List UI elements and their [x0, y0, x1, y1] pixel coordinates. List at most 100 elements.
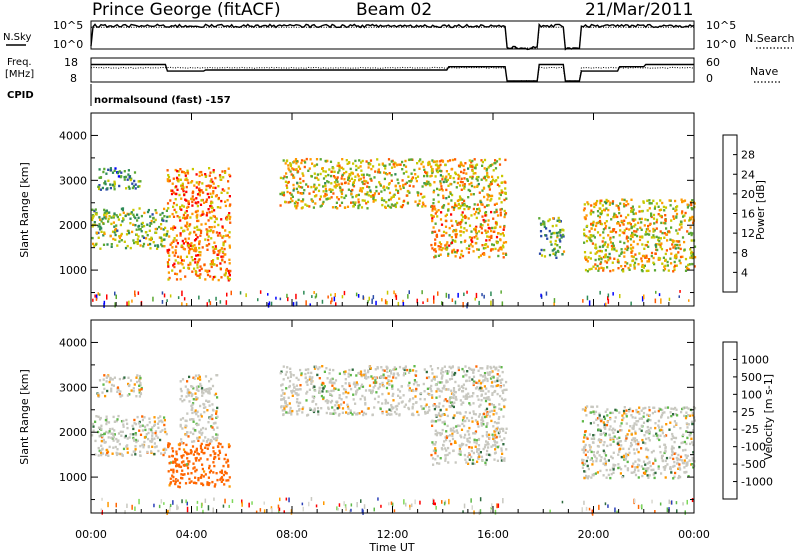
power-cell — [626, 245, 629, 248]
power-cell — [475, 231, 478, 234]
velocity-cell — [434, 449, 437, 452]
power-cell — [446, 160, 450, 163]
velocity-cell — [613, 420, 616, 423]
power-cell — [191, 167, 194, 171]
power-cell — [297, 191, 300, 194]
power-cell — [196, 209, 199, 213]
power-cell — [639, 226, 642, 229]
velocity-cell — [443, 413, 446, 416]
velocity-cell — [126, 451, 129, 454]
velocity-cell — [202, 406, 206, 409]
velocity-cell — [324, 399, 327, 403]
power-cell — [601, 240, 604, 243]
velocity-cell — [432, 443, 435, 446]
power-cell — [645, 254, 648, 257]
power-cell — [369, 177, 373, 181]
power-cell — [463, 168, 466, 172]
velocity-cell — [417, 384, 420, 387]
power-clutter-cell — [367, 300, 369, 304]
power-clutter-cell — [270, 301, 273, 306]
power-cell — [664, 219, 667, 222]
power-cell — [337, 171, 340, 174]
power-cell — [123, 240, 126, 243]
power-cell — [361, 180, 364, 184]
velocity-cell — [423, 398, 426, 401]
power-cell — [472, 250, 475, 253]
power-cell — [292, 189, 295, 192]
velocity-cell — [652, 468, 655, 471]
power-cell — [100, 227, 103, 230]
power-cell — [465, 205, 469, 208]
velocity-cell — [625, 434, 628, 438]
velocity-cell — [662, 466, 665, 469]
velocity-cell — [634, 460, 637, 463]
velocity-cell — [111, 432, 114, 435]
velocity-cell — [197, 453, 201, 456]
power-cell — [690, 254, 693, 258]
power-cell — [640, 221, 643, 224]
velocity-cell — [455, 425, 458, 428]
velocity-cell — [306, 390, 309, 394]
velocity-cell — [189, 431, 192, 434]
power-cell — [431, 217, 434, 220]
velocity-cell — [450, 389, 453, 392]
power-cell — [204, 278, 207, 281]
power-cell — [91, 236, 94, 240]
power-cell — [178, 193, 181, 197]
velocity-cell — [200, 428, 203, 431]
power-cell — [612, 236, 615, 239]
power-cell — [318, 198, 322, 201]
nave-tick-lo: 0 — [706, 72, 713, 85]
velocity-cell — [682, 449, 685, 452]
velocity-cell — [199, 447, 203, 450]
velocity-cell — [316, 373, 319, 377]
velocity-cell — [426, 410, 429, 414]
power-cell — [285, 172, 288, 175]
power-cell — [597, 214, 600, 218]
velocity-cell — [429, 365, 432, 368]
power-cell — [493, 162, 496, 165]
velocity-cell — [468, 395, 471, 398]
velocity-cell — [186, 466, 190, 470]
power-cell — [455, 235, 458, 239]
velocity-cell — [97, 446, 100, 450]
power-cell — [193, 184, 196, 187]
velocity-cell — [215, 433, 218, 436]
power-cell — [228, 173, 231, 177]
velocity-cell — [454, 461, 457, 464]
velocity-cell — [211, 384, 215, 388]
power-cell — [630, 207, 633, 210]
power-cell — [193, 230, 196, 234]
velocity-cell — [168, 442, 171, 446]
power-cell — [677, 240, 680, 243]
power-cell — [187, 246, 190, 249]
velocity-cell — [200, 450, 203, 454]
power-clutter-cell — [309, 303, 311, 307]
power-cell — [186, 172, 190, 175]
velocity-cell — [206, 458, 209, 461]
power-cell — [542, 220, 545, 223]
power-cell — [449, 176, 452, 179]
power-cell — [289, 200, 292, 204]
power-cell — [503, 215, 506, 219]
velocity-cell — [447, 370, 450, 373]
velocity-cell — [216, 445, 220, 448]
velocity-cell — [375, 377, 378, 380]
velocity-cell — [192, 467, 195, 470]
power-cell — [452, 248, 456, 252]
power-cell — [305, 157, 308, 161]
power-cell — [662, 269, 665, 272]
power-cell — [504, 158, 507, 162]
velocity-cell — [395, 376, 398, 380]
velocity-cell — [329, 393, 332, 396]
velocity-cell — [421, 407, 424, 411]
power-cell — [392, 163, 395, 166]
velocity-cell — [412, 397, 415, 400]
velocity-cell — [314, 389, 317, 392]
power-cell — [167, 271, 170, 274]
velocity-cell — [435, 375, 438, 378]
power-cell — [205, 188, 208, 191]
power-cell — [500, 190, 504, 194]
power-cell — [466, 179, 469, 182]
